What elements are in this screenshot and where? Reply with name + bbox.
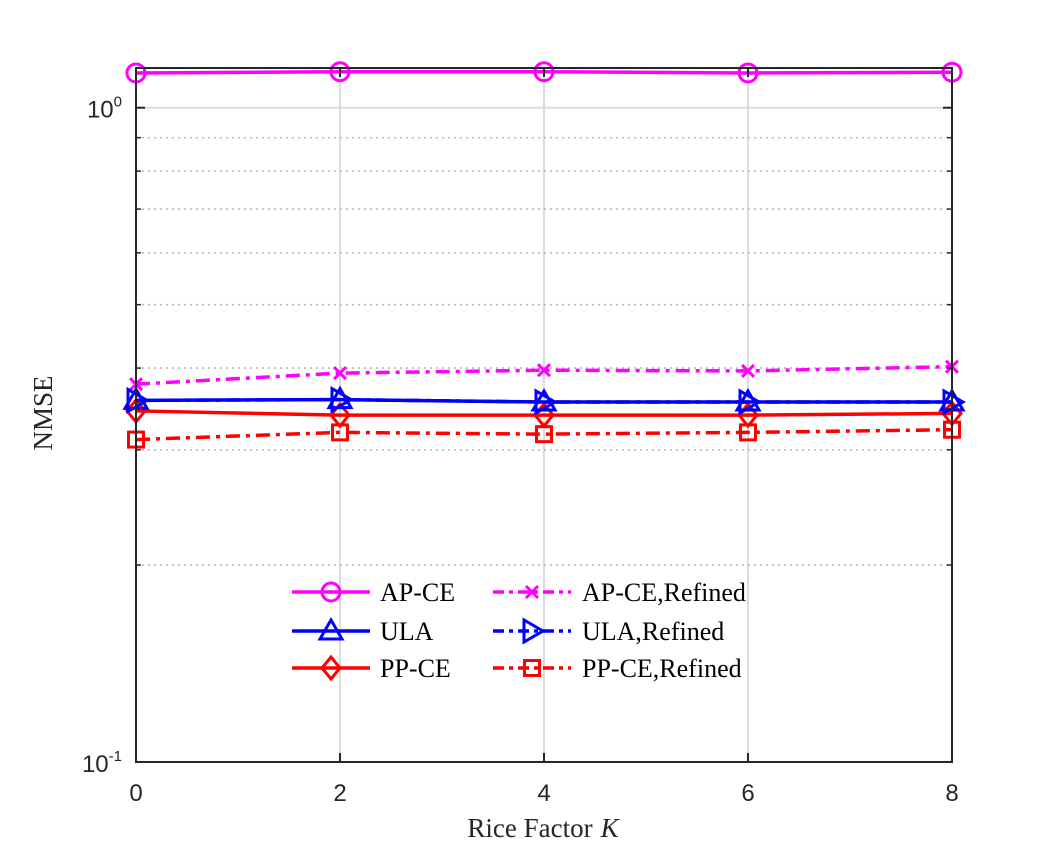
ticks: 0 2 4 6 8 10-1 100 xyxy=(82,68,959,807)
data-point xyxy=(737,62,759,84)
legend-label: PP-CE,Refined xyxy=(582,654,742,683)
legend-entry: PP-CE xyxy=(292,654,451,683)
data-point xyxy=(740,363,756,378)
data-point xyxy=(329,61,351,83)
legend-entry: PP-CE,Refined xyxy=(493,654,742,683)
legend-label: PP-CE xyxy=(380,654,451,683)
legend-entry: AP-CE xyxy=(292,578,455,607)
x-axis-label: Rice Factor K xyxy=(467,813,620,843)
legend-label: ULA,Refined xyxy=(582,617,724,646)
legend-marker xyxy=(320,654,342,682)
legend: AP-CE AP-CE,Refined ULA ULA,Refined PP-CE PP-… xyxy=(292,578,746,683)
x-axis-label-text: Rice Factor xyxy=(467,813,592,843)
x-tick-label: 0 xyxy=(129,780,142,807)
data-point xyxy=(530,387,558,412)
data-point xyxy=(329,401,351,429)
legend-label: ULA xyxy=(380,617,434,646)
legend-label: AP-CE,Refined xyxy=(582,578,746,607)
x-axis-label-symbol: K xyxy=(600,813,621,843)
legend-entry: ULA xyxy=(292,617,434,646)
legend-marker xyxy=(317,617,345,641)
data-point xyxy=(734,387,762,412)
legend-marker xyxy=(523,659,541,677)
y-tick-label: 10-1 xyxy=(82,748,122,778)
x-tick-label: 6 xyxy=(741,780,754,807)
series-line xyxy=(135,397,952,404)
data-point xyxy=(332,366,348,381)
grid xyxy=(136,68,952,762)
legend-marker xyxy=(522,617,546,645)
legend-label: AP-CE xyxy=(380,578,455,607)
x-tick-label: 8 xyxy=(945,780,958,807)
data-point xyxy=(536,363,552,378)
series-line xyxy=(135,409,953,417)
x-tick-label: 2 xyxy=(333,780,346,807)
legend-entry: ULA,Refined xyxy=(493,617,724,646)
legend-marker xyxy=(524,584,540,600)
y-axis-label: NMSE xyxy=(28,375,58,450)
y-tick-label: 100 xyxy=(87,94,122,124)
series-line xyxy=(135,427,953,442)
series-line xyxy=(135,364,953,386)
legend-entry: AP-CE,Refined xyxy=(493,578,746,607)
data-point xyxy=(326,385,354,410)
legend-marker xyxy=(320,581,342,603)
data-point xyxy=(533,61,555,83)
x-tick-label: 4 xyxy=(537,780,550,807)
